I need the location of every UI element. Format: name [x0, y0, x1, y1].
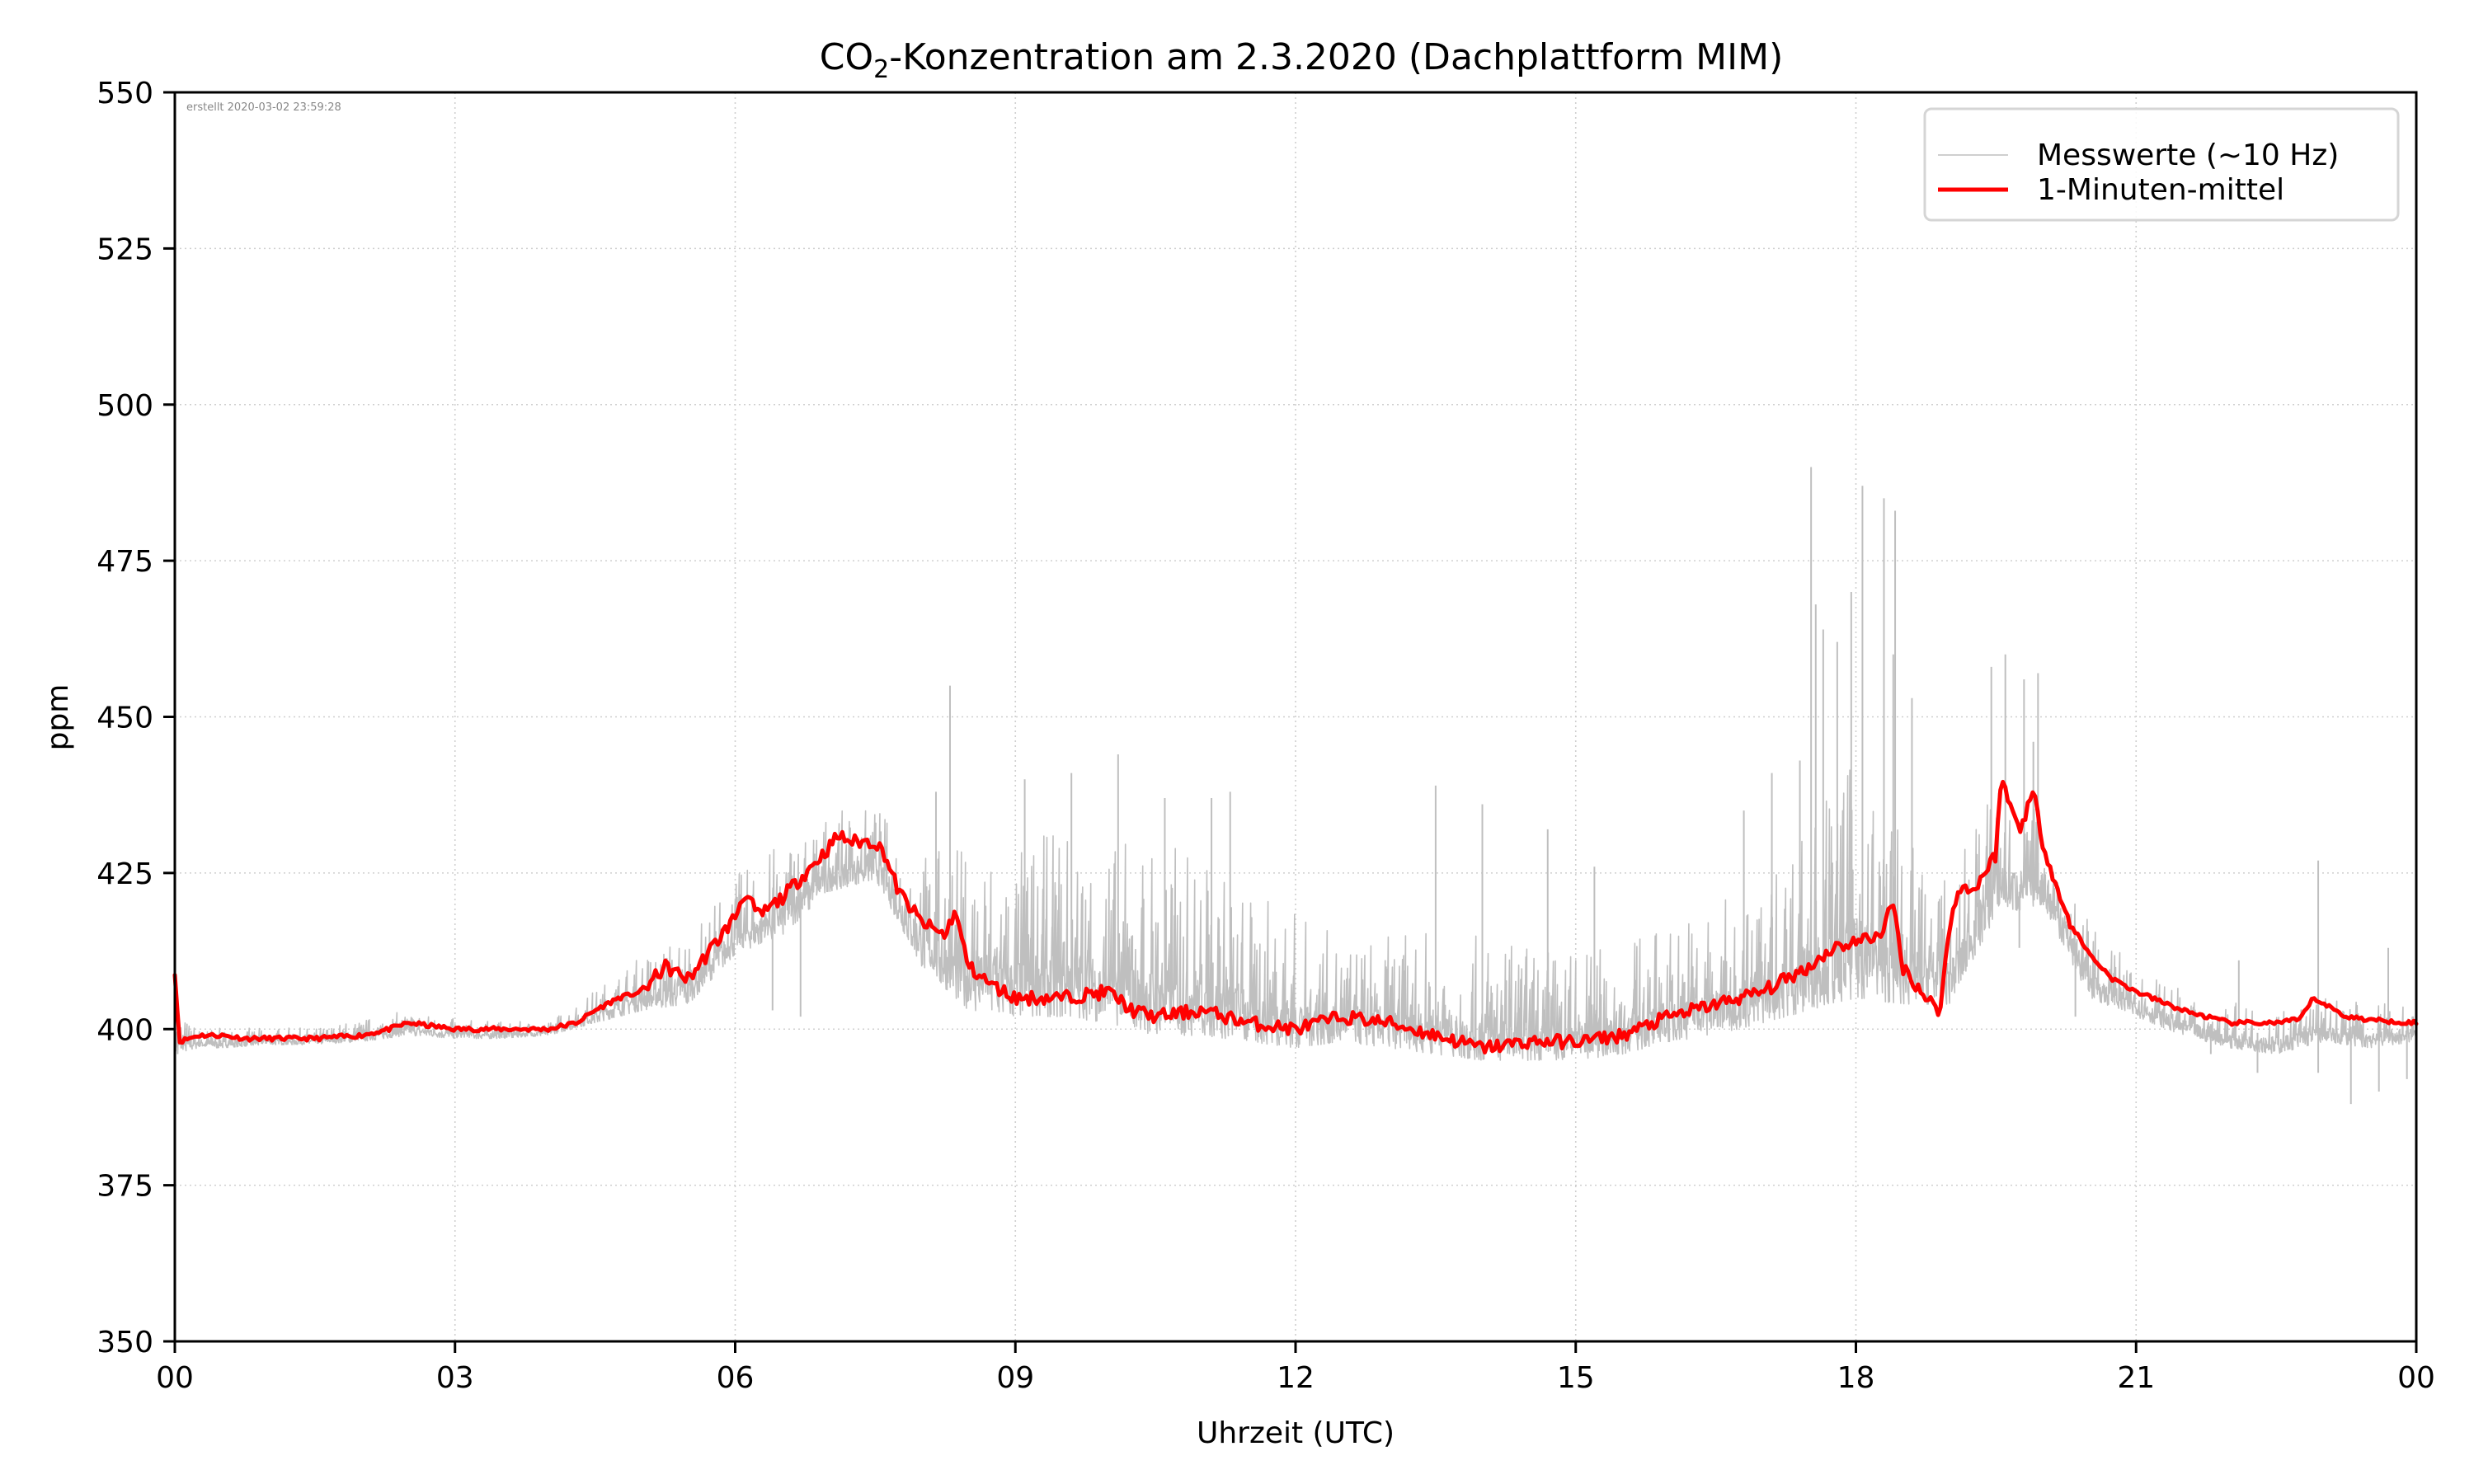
raw-measurement-trace — [174, 769, 2417, 1061]
y-tick-label: 500 — [96, 389, 153, 423]
y-tick-label: 450 — [96, 702, 153, 735]
legend-label-raw: Messwerte (~10 Hz) — [2037, 139, 2339, 172]
x-tick-label: 12 — [1277, 1361, 1315, 1395]
x-axis-label: Uhrzeit (UTC) — [1197, 1416, 1395, 1450]
mean-line — [172, 779, 2419, 1054]
legend: Messwerte (~10 Hz) 1-Minuten-mittel — [1923, 107, 2400, 222]
y-tick-label: 425 — [96, 857, 153, 891]
one-minute-mean-series — [172, 779, 2419, 1054]
y-axis-label: ppm — [41, 684, 75, 751]
x-tick-label: 18 — [1837, 1361, 1875, 1395]
x-tick-label: 06 — [717, 1361, 755, 1395]
title-prefix: CO — [820, 36, 873, 78]
y-tick-label: 375 — [96, 1170, 153, 1204]
y-axis-ticks: 350 375 400 425 450 475 500 525 550 — [96, 77, 175, 1360]
raw-measurements-series — [174, 467, 2417, 1105]
legend-label-mean: 1-Minuten-mittel — [2037, 173, 2284, 207]
created-timestamp: erstellt 2020-03-02 23:59:28 — [186, 101, 341, 114]
x-tick-label: 00 — [156, 1361, 194, 1395]
y-tick-label: 475 — [96, 545, 153, 579]
plot-area: 00 03 06 09 12 15 18 21 00 350 375 400 425 450 475 500… — [96, 77, 2435, 1395]
title-subscript: 2 — [873, 55, 889, 84]
chart-title: CO2-Konzentration am 2.3.2020 (Dachplatt… — [820, 36, 1784, 84]
x-tick-label: 15 — [1557, 1361, 1595, 1395]
legend-box — [1923, 107, 2400, 222]
x-tick-label: 03 — [436, 1361, 474, 1395]
y-tick-label: 400 — [96, 1013, 153, 1047]
title-suffix: -Konzentration am 2.3.2020 (Dachplattfor… — [889, 36, 1783, 78]
x-tick-label: 21 — [2117, 1361, 2155, 1395]
y-tick-label: 550 — [96, 77, 153, 110]
x-tick-label: 00 — [2397, 1361, 2435, 1395]
x-tick-label: 09 — [996, 1361, 1034, 1395]
x-axis-ticks: 00 03 06 09 12 15 18 21 00 — [156, 1341, 2435, 1395]
y-tick-label: 350 — [96, 1326, 153, 1360]
y-tick-label: 525 — [96, 232, 153, 266]
